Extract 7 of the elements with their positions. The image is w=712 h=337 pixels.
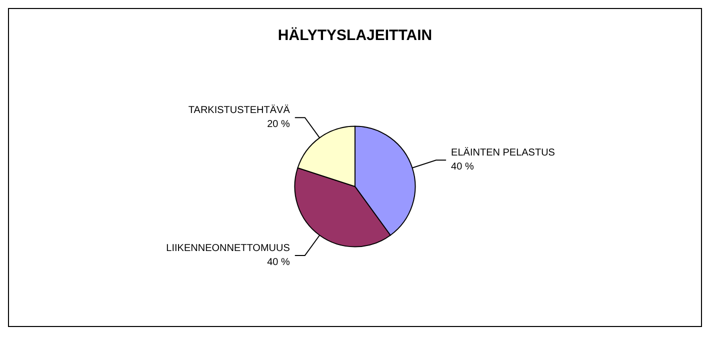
data-label: 20 %	[267, 119, 290, 130]
slice-label: TARKISTUSTEHTÄVÄ	[188, 104, 290, 116]
slice-label: LIIKENNEONNETTOMUUS	[166, 242, 290, 254]
slice-label: ELÄINTEN PELASTUS	[451, 146, 556, 159]
data-label: 40 %	[267, 256, 290, 268]
data-label: 40 %	[451, 162, 474, 173]
chart-title: HÄLYTYSLAJEITTAIN	[278, 27, 432, 44]
